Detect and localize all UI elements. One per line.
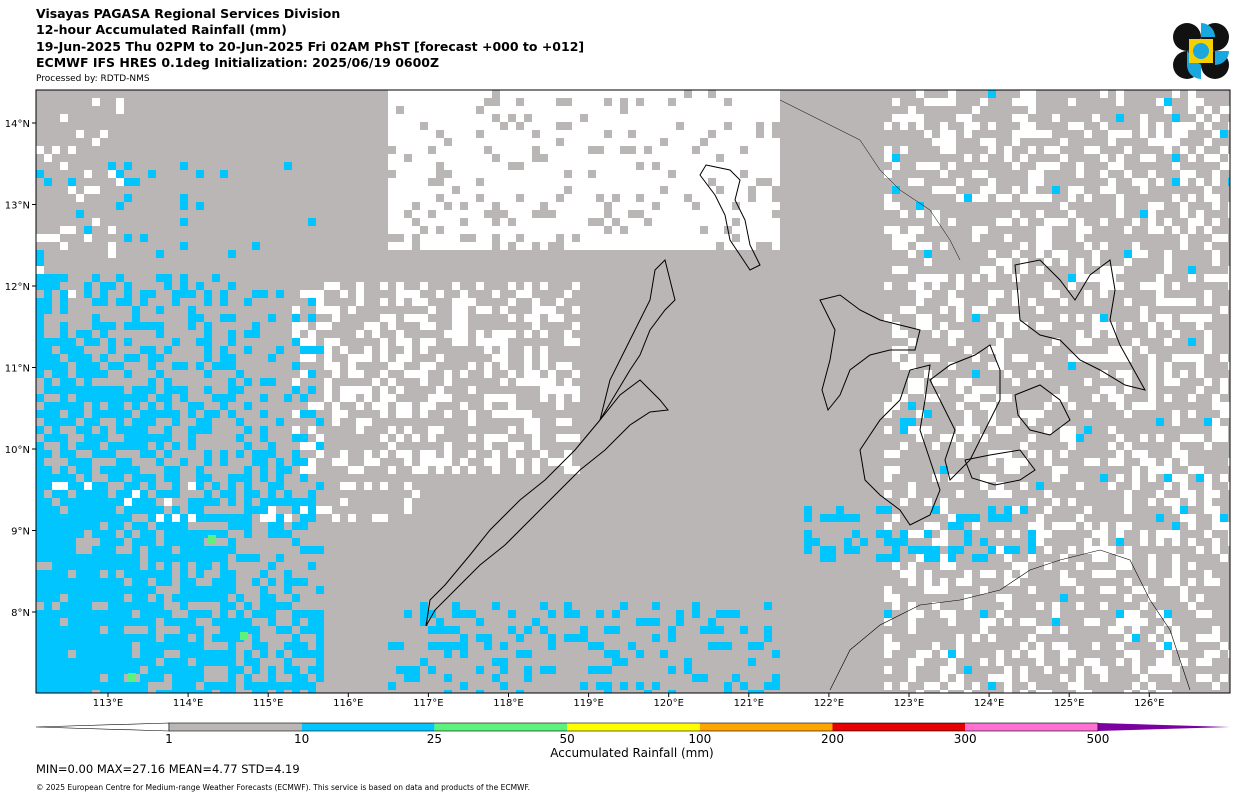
lat-label: 14°N: [5, 119, 30, 130]
lon-label: 117°E: [413, 698, 443, 709]
map-frame: [35, 89, 1231, 694]
colorbar-segment: [169, 723, 302, 731]
colorbar-level: 300: [954, 732, 977, 746]
lon-label: 114°E: [173, 698, 203, 709]
colorbar-over: [1097, 723, 1230, 731]
title-line: ECMWF IFS HRES 0.1deg Initialization: 20…: [36, 55, 439, 70]
colorbar-under: [35, 722, 170, 732]
colorbar-level: 100: [688, 732, 711, 746]
coastlines: [425, 99, 1191, 691]
colorbar-segment: [832, 723, 966, 731]
colorbar-segment: [434, 723, 568, 731]
colorbar-segment: [699, 723, 833, 731]
colorbar-frame: [168, 722, 1099, 732]
lon-label: 124°E: [974, 698, 1004, 709]
colorbar: 1 10 25 50 100 200 300 500: [35, 722, 1230, 746]
lon-label: 118°E: [493, 698, 523, 709]
lat-label: 11°N: [5, 364, 30, 375]
no-rain-area: [36, 90, 1230, 693]
logo: [1173, 23, 1229, 79]
latitude-axis: 14°N 13°N 12°N 11°N 10°N 9°N 8°N: [5, 119, 36, 619]
lon-label: 120°E: [653, 698, 683, 709]
lon-label: 121°E: [734, 698, 764, 709]
lon-label: 119°E: [573, 698, 603, 709]
statistics: MIN=0.00 MAX=27.16 MEAN=4.77 STD=4.19: [36, 762, 300, 776]
processed-by: Processed by: RDTD-NMS: [36, 74, 150, 84]
lat-label: 9°N: [11, 527, 30, 538]
lat-label: 12°N: [5, 282, 30, 293]
colorbar-segment: [567, 723, 700, 731]
lon-label: 113°E: [93, 698, 123, 709]
lon-label: 116°E: [333, 698, 363, 709]
lat-label: 8°N: [11, 608, 30, 619]
colorbar-level: 500: [1086, 732, 1109, 746]
lat-label: 10°N: [5, 445, 30, 456]
colorbar-segment: [301, 723, 435, 731]
colorbar-level: 10: [294, 732, 309, 746]
colorbar-level: 1: [165, 732, 173, 746]
map-area: [36, 90, 1230, 693]
title-line: 19-Jun-2025 Thu 02PM to 20-Jun-2025 Fri …: [36, 39, 584, 54]
colorbar-label: Accumulated Rainfall (mm): [550, 746, 713, 760]
lon-label: 123°E: [894, 698, 924, 709]
longitude-axis: 113°E 114°E 115°E 116°E 117°E 118°E 119°E 120°E…: [93, 693, 1165, 709]
colorbar-segment: [965, 723, 1098, 731]
copyright-footer: © 2025 European Centre for Medium-range …: [36, 783, 530, 792]
lon-label: 115°E: [253, 698, 283, 709]
colorbar-level: 25: [427, 732, 442, 746]
lon-label: 125°E: [1054, 698, 1084, 709]
colorbar-level: 50: [559, 732, 574, 746]
lat-label: 13°N: [5, 201, 30, 212]
colorbar-level: 200: [821, 732, 844, 746]
lon-label: 122°E: [814, 698, 844, 709]
lon-label: 126°E: [1134, 698, 1164, 709]
title-line: Visayas PAGASA Regional Services Divisio…: [36, 6, 340, 21]
title-line: 12-hour Accumulated Rainfall (mm): [36, 22, 287, 37]
rain-10-25: [36, 90, 1230, 693]
